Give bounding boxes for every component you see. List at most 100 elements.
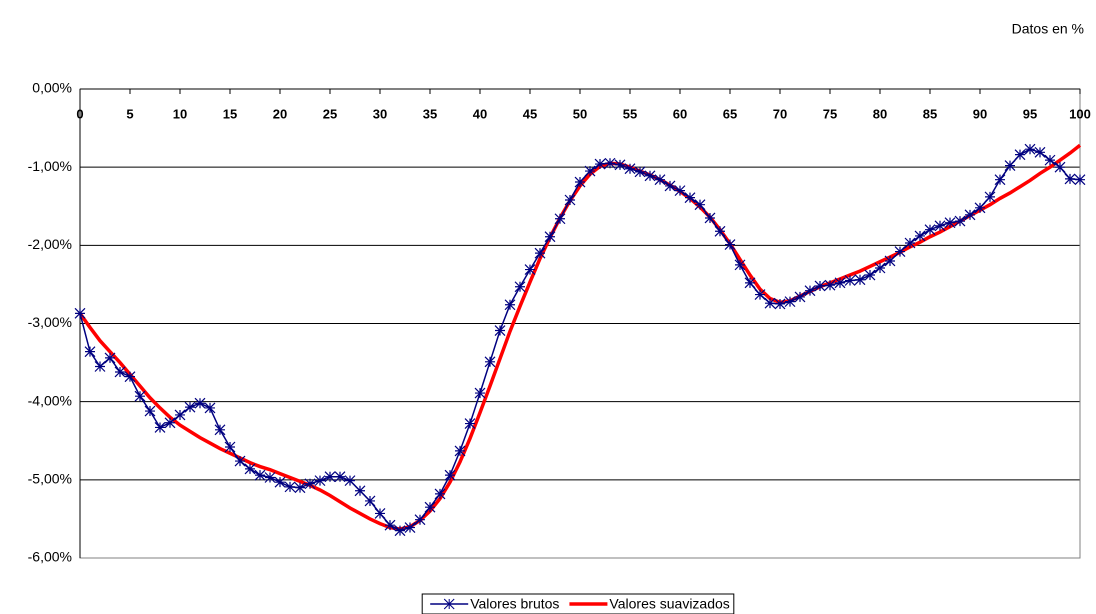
point-marker [114, 366, 126, 378]
y-tick-label: -6,00% [28, 549, 72, 565]
point-marker [1064, 173, 1076, 185]
point-marker [74, 307, 86, 319]
point-marker [904, 237, 916, 249]
point-marker [434, 488, 446, 500]
x-tick-label: 35 [423, 106, 437, 121]
point-marker [354, 485, 366, 497]
point-marker [514, 281, 526, 293]
point-marker [164, 417, 176, 429]
point-marker [244, 463, 256, 475]
point-marker [634, 166, 646, 178]
point-marker [174, 409, 186, 421]
point-marker [304, 478, 316, 490]
x-tick-label: 25 [323, 106, 337, 121]
point-marker [714, 225, 726, 237]
point-marker [684, 192, 696, 204]
point-marker [194, 397, 206, 409]
point-marker [554, 213, 566, 225]
point-marker [784, 296, 796, 308]
x-tick-label: 80 [873, 106, 887, 121]
point-marker [474, 387, 486, 399]
point-marker [944, 217, 956, 229]
x-tick-label: 70 [773, 106, 787, 121]
point-marker [564, 194, 576, 206]
point-marker [724, 239, 736, 250]
point-marker [984, 191, 996, 203]
point-marker [974, 202, 986, 214]
point-marker [144, 405, 156, 417]
chart-subtitle: Datos en % [1012, 21, 1084, 37]
y-tick-label: 0,00% [32, 80, 72, 96]
point-marker [94, 361, 106, 372]
point-marker [854, 274, 866, 286]
point-marker [394, 525, 406, 537]
point-marker [774, 298, 786, 310]
x-tick-label: 50 [573, 106, 587, 121]
point-marker [274, 476, 286, 488]
point-marker [414, 514, 426, 526]
point-marker [994, 174, 1006, 186]
point-marker [604, 157, 616, 169]
point-marker [454, 445, 466, 457]
point-marker [664, 180, 676, 192]
x-tick-label: 20 [273, 106, 287, 121]
y-tick-label: -3,00% [28, 314, 72, 330]
point-marker [214, 424, 226, 436]
point-marker [754, 289, 766, 301]
x-tick-label: 5 [126, 106, 133, 121]
point-marker [234, 455, 246, 467]
point-marker [704, 212, 716, 224]
point-marker [964, 209, 976, 221]
point-marker [154, 422, 166, 433]
point-marker [544, 231, 556, 243]
legend: Valores brutos Valores suavizados [421, 593, 735, 614]
point-marker [534, 247, 546, 259]
point-marker [1054, 161, 1066, 173]
point-marker [334, 471, 346, 483]
point-marker [894, 246, 906, 258]
point-marker [254, 469, 266, 481]
point-marker [624, 163, 636, 175]
y-tick-label: -5,00% [28, 471, 72, 487]
point-marker [484, 356, 496, 368]
point-marker [574, 176, 586, 188]
point-marker [1034, 146, 1046, 158]
point-marker [924, 224, 936, 236]
point-marker [344, 475, 356, 487]
point-marker [284, 481, 296, 493]
point-marker [424, 501, 436, 513]
point-marker [844, 275, 856, 286]
point-marker [494, 325, 506, 336]
x-tick-label: 0 [76, 106, 83, 121]
point-marker [804, 285, 816, 297]
point-marker [1024, 143, 1036, 155]
point-marker [314, 475, 326, 487]
x-tick-label: 15 [223, 106, 237, 121]
point-marker [764, 297, 776, 309]
x-tick-label: 60 [673, 106, 687, 121]
point-marker [374, 508, 386, 519]
point-marker [824, 279, 836, 291]
point-marker [834, 277, 846, 289]
point-marker [874, 262, 886, 274]
legend-label: Valores suavizados [609, 596, 729, 612]
legend-marker [443, 598, 455, 610]
point-marker [524, 264, 536, 275]
point-marker [644, 170, 656, 182]
point-marker [134, 390, 146, 402]
point-marker [654, 174, 666, 186]
point-marker [384, 519, 396, 531]
point-marker [594, 158, 606, 170]
point-marker [584, 165, 596, 177]
point-marker [1074, 174, 1086, 186]
point-marker [294, 482, 306, 494]
x-tick-label: 30 [373, 106, 387, 121]
point-marker [404, 522, 416, 533]
point-marker [364, 495, 376, 507]
point-marker [864, 269, 876, 281]
y-tick-label: -2,00% [28, 236, 72, 252]
x-tick-label: 45 [523, 106, 537, 121]
point-marker [614, 159, 626, 171]
